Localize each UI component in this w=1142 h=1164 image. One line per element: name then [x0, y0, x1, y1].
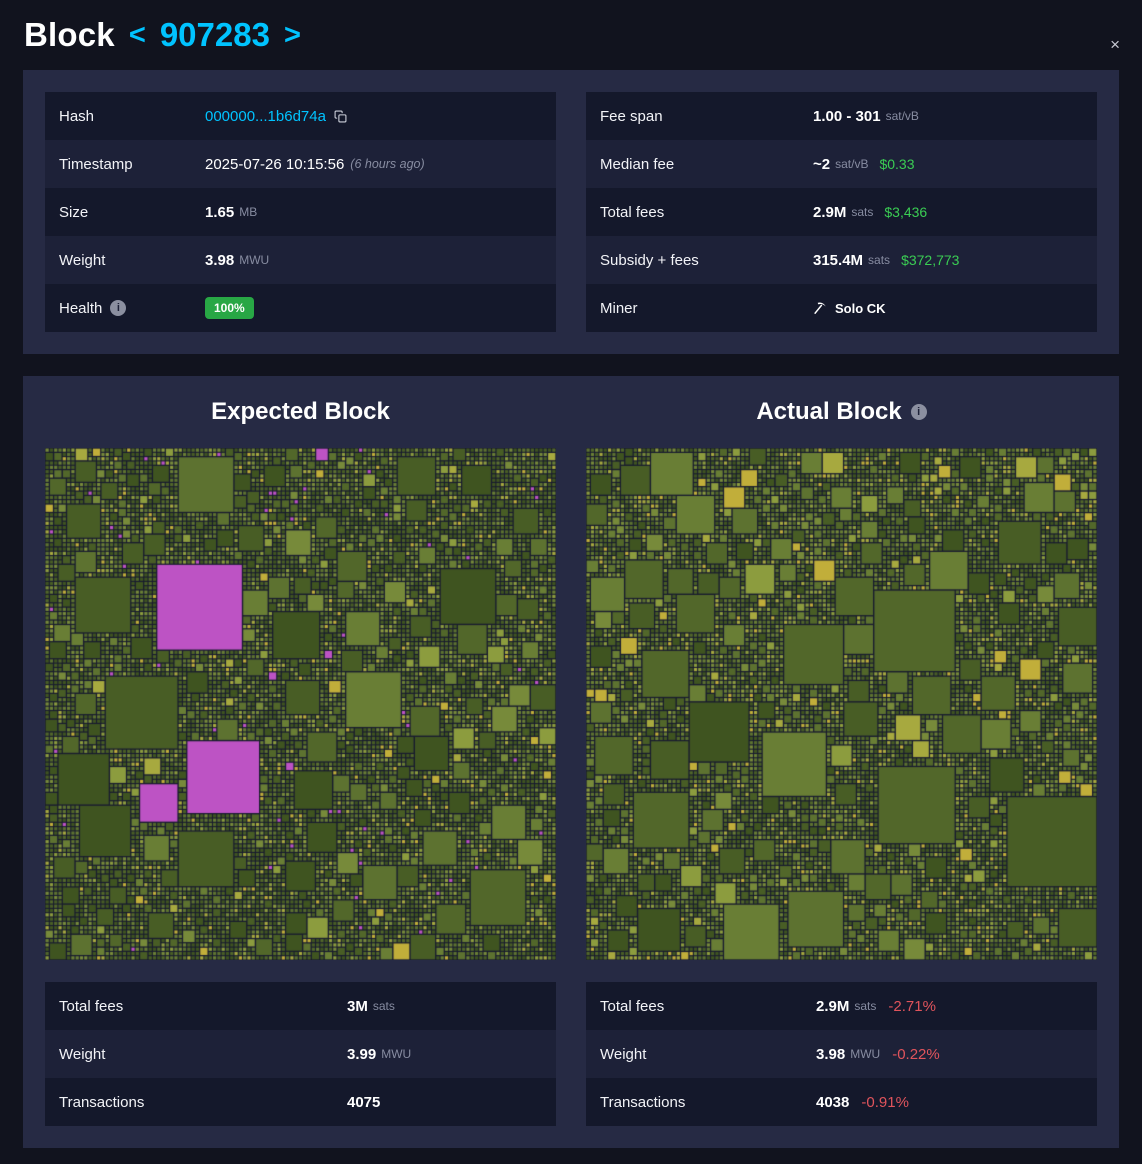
actual-total-fees-label: Total fees	[600, 997, 665, 1015]
actual-weight-unit: MWU	[850, 1047, 881, 1061]
next-block-chevron-icon[interactable]: >	[283, 18, 301, 51]
actual-total-fees-delta: -2.71%	[888, 997, 936, 1015]
miner-link[interactable]: Solo CK	[813, 301, 886, 316]
size-unit: MB	[239, 205, 258, 219]
detail-row-subsidy-fees: Subsidy + fees 315.4M sats $372,773	[586, 236, 1097, 284]
actual-weight-label: Weight	[600, 1045, 647, 1063]
expected-total-fees-unit: sats	[372, 999, 395, 1013]
actual-block-column: Actual Block i Total fees 2.9M sats -2.7…	[586, 398, 1097, 1126]
expected-stat-row-total-fees: Total fees 3M sats	[45, 982, 556, 1030]
actual-stat-row-total-fees: Total fees 2.9M sats -2.71%	[586, 982, 1097, 1030]
actual-block-title-text: Actual Block	[756, 398, 902, 425]
expected-total-fees-value: 3M	[347, 997, 368, 1015]
total-fees-value: 2.9M	[813, 203, 847, 221]
expected-block-visualization[interactable]	[45, 448, 556, 960]
detail-row-miner: Miner Solo CK	[586, 284, 1097, 332]
detail-row-fee-span: Fee span 1.00 - 301 sat/vB	[586, 92, 1097, 140]
weight-label: Weight	[59, 251, 106, 269]
detail-row-weight: Weight 3.98 MWU	[45, 236, 556, 284]
total-fees-label: Total fees	[600, 203, 665, 221]
timestamp-label: Timestamp	[59, 155, 133, 173]
total-fees-usd: $3,436	[884, 204, 928, 220]
actual-block-title: Actual Block i	[586, 398, 1097, 426]
detail-row-health: Health i 100%	[45, 284, 556, 332]
expected-transactions-value: 4075	[347, 1093, 381, 1111]
timestamp-relative: (6 hours ago)	[350, 157, 425, 171]
health-info-icon[interactable]: i	[110, 300, 127, 316]
actual-transactions-delta: -0.91%	[861, 1093, 909, 1111]
median-fee-value: ~2	[813, 155, 831, 173]
subsidy-fees-value: 315.4M	[813, 251, 864, 269]
miner-label: Miner	[600, 299, 638, 317]
details-table-right: Fee span 1.00 - 301 sat/vB Median fee ~2…	[586, 92, 1097, 332]
actual-block-visualization[interactable]	[586, 448, 1097, 960]
timestamp-value: 2025-07-26 10:15:56	[205, 155, 345, 173]
detail-row-timestamp: Timestamp 2025-07-26 10:15:56 (6 hours a…	[45, 140, 556, 188]
copy-icon[interactable]	[334, 110, 347, 123]
size-value: 1.65	[205, 203, 235, 221]
actual-transactions-label: Transactions	[600, 1093, 686, 1111]
median-fee-usd: $0.33	[879, 156, 915, 172]
weight-unit: MWU	[239, 253, 270, 267]
fee-span-value: 1.00 - 301	[813, 107, 881, 125]
weight-value: 3.98	[205, 251, 235, 269]
hash-link[interactable]: 000000...1b6d74a	[205, 107, 326, 125]
miner-name: Solo CK	[835, 300, 886, 316]
page-title: Block	[24, 16, 115, 53]
health-label-text: Health	[59, 299, 103, 317]
block-number: 907283	[159, 16, 270, 53]
detail-row-median-fee: Median fee ~2 sat/vB $0.33	[586, 140, 1097, 188]
actual-stat-row-transactions: Transactions 4038 -0.91%	[586, 1078, 1097, 1126]
detail-row-size: Size 1.65 MB	[45, 188, 556, 236]
expected-stat-row-transactions: Transactions 4075	[45, 1078, 556, 1126]
actual-weight-delta: -0.22%	[892, 1045, 940, 1063]
expected-weight-label: Weight	[59, 1045, 106, 1063]
close-icon[interactable]: ×	[1110, 35, 1120, 54]
total-fees-unit: sats	[851, 205, 874, 219]
subsidy-fees-unit: sats	[868, 253, 891, 267]
size-label: Size	[59, 203, 89, 221]
health-badge: 100%	[205, 297, 254, 319]
expected-weight-unit: MWU	[381, 1047, 412, 1061]
hash-label: Hash	[59, 107, 95, 125]
actual-total-fees-value: 2.9M	[816, 997, 850, 1015]
expected-block-title-text: Expected Block	[211, 398, 390, 425]
page-header: Block < 907283 > ×	[0, 0, 1142, 66]
expected-total-fees-label: Total fees	[59, 997, 124, 1015]
median-fee-label: Median fee	[600, 155, 675, 173]
previous-block-chevron-icon[interactable]: <	[128, 18, 146, 51]
fee-span-unit: sat/vB	[885, 109, 919, 123]
actual-weight-value: 3.98	[816, 1045, 846, 1063]
subsidy-fees-label: Subsidy + fees	[600, 251, 699, 269]
details-table-left: Hash 000000...1b6d74a Timestamp 2025-07-…	[45, 92, 556, 332]
detail-row-hash: Hash 000000...1b6d74a	[45, 92, 556, 140]
fee-span-label: Fee span	[600, 107, 663, 125]
actual-stats-table: Total fees 2.9M sats -2.71% Weight 3.98 …	[586, 982, 1097, 1126]
block-details-panel: Hash 000000...1b6d74a Timestamp 2025-07-…	[23, 70, 1119, 354]
actual-total-fees-unit: sats	[854, 999, 877, 1013]
expected-stats-table: Total fees 3M sats Weight 3.99 MWU Trans…	[45, 982, 556, 1126]
pickaxe-icon	[813, 301, 827, 315]
expected-stat-row-weight: Weight 3.99 MWU	[45, 1030, 556, 1078]
actual-stat-row-weight: Weight 3.98 MWU -0.22%	[586, 1030, 1097, 1078]
actual-block-info-icon[interactable]: i	[910, 404, 927, 420]
expected-block-title: Expected Block	[45, 398, 556, 426]
subsidy-fees-usd: $372,773	[901, 252, 960, 268]
median-fee-unit: sat/vB	[835, 157, 869, 171]
actual-transactions-value: 4038	[816, 1093, 850, 1111]
health-label: Health i	[59, 300, 205, 317]
detail-row-total-fees: Total fees 2.9M sats $3,436	[586, 188, 1097, 236]
expected-block-column: Expected Block Total fees 3M sats Weight…	[45, 398, 556, 1126]
block-audit-panel: Expected Block Total fees 3M sats Weight…	[23, 376, 1119, 1148]
expected-weight-value: 3.99	[347, 1045, 377, 1063]
expected-transactions-label: Transactions	[59, 1093, 145, 1111]
